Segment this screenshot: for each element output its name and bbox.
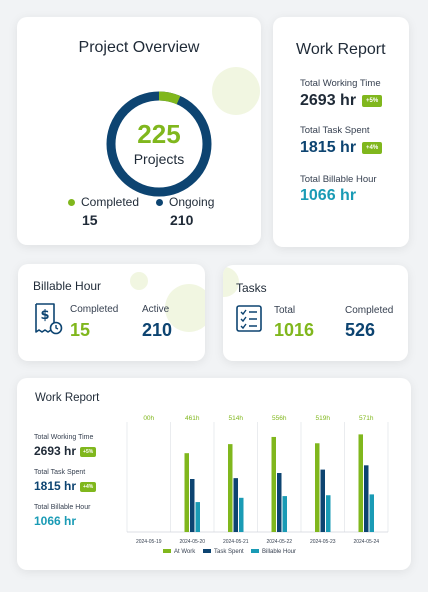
- chart-x-tick-label: 2024-05-24: [353, 539, 379, 545]
- ongoing-value: 210: [170, 212, 194, 228]
- total-billable-hour-value: 1066 hr: [300, 187, 357, 204]
- chart-bar-billable-hour: [239, 497, 244, 532]
- working-time-badge: +5%: [362, 94, 383, 107]
- tasks-completed-label: Completed: [345, 305, 394, 316]
- chart-billable-value: 1066 hr: [34, 514, 77, 528]
- total-working-time-value: 2693 hr +5%: [300, 92, 383, 110]
- chart-bar-at-work: [228, 444, 233, 532]
- chart-bar-task-spent: [364, 465, 369, 532]
- chart-bar-at-work: [271, 436, 276, 532]
- chart-bar-billable-hour: [326, 495, 331, 532]
- projects-total-label: Projects: [133, 151, 185, 167]
- work-report-title: Work Report: [296, 41, 386, 58]
- chart-working-badge: +5%: [80, 446, 97, 457]
- chart-bar-at-work: [358, 434, 363, 532]
- tasks-total-label: Total: [274, 305, 296, 316]
- tasks-completed-value: 526: [345, 320, 376, 340]
- projects-total: 225: [137, 119, 181, 149]
- project-overview-card: Project Overview 225 Projects Completed …: [17, 17, 261, 245]
- decor-circle: [130, 272, 148, 290]
- task-spent-swatch-icon: [203, 549, 211, 554]
- chart-x-tick-label: 2024-05-20: [179, 539, 205, 545]
- billable-active-label: Active: [142, 304, 170, 315]
- completed-value: 15: [82, 212, 98, 228]
- chart-task-badge: +4%: [80, 481, 97, 492]
- at-work-swatch-icon: [163, 549, 171, 554]
- task-spent-badge: +4%: [362, 141, 383, 154]
- chart-bar-task-spent: [320, 469, 325, 532]
- chart-top-label: 461h: [185, 415, 200, 422]
- work-report-chart-card: Work Report Total Working Time 2693 hr +5…: [17, 378, 411, 570]
- billable-completed-label: Completed: [70, 304, 119, 315]
- chart-bar-billable-hour: [195, 502, 200, 532]
- legend-ongoing: Ongoing: [156, 195, 214, 209]
- chart-top-label: 514h: [229, 415, 244, 422]
- total-working-time-label: Total Working Time: [300, 78, 381, 89]
- legend-completed: Completed: [68, 195, 139, 209]
- legend-ongoing-label: Ongoing: [169, 195, 215, 209]
- decor-circle: [165, 284, 205, 332]
- invoice-icon: $: [35, 303, 63, 335]
- donut-completed-arc: [106, 91, 212, 197]
- chart-x-tick-label: 2024-05-22: [266, 539, 292, 545]
- legend-completed-label: Completed: [81, 195, 140, 209]
- tasks-title: Tasks: [236, 281, 267, 295]
- projects-donut-chart: [106, 91, 212, 197]
- chart-top-label: 00h: [143, 415, 154, 422]
- work-report-bar-chart: 00h 2024-05-19 461h 2024-05-20 514h 2024-05-2…: [126, 415, 389, 545]
- billable-active-value: 210: [142, 320, 173, 340]
- chart-bar-at-work: [184, 453, 189, 532]
- donut-center: 225 Projects: [105, 90, 213, 198]
- total-task-spent-label: Total Task Spent: [300, 125, 370, 136]
- chart-x-tick-label: 2024-05-21: [223, 539, 249, 545]
- total-billable-hour-label: Total Billable Hour: [300, 174, 377, 185]
- svg-text:$: $: [40, 308, 49, 323]
- work-report-card: Work Report Total Working Time 2693 hr +5…: [273, 17, 409, 247]
- chart-task-spent-label: Total Task Spent: [34, 469, 86, 476]
- tasks-total-value: 1016: [274, 320, 315, 340]
- chart-working-time-label: Total Working Time: [34, 434, 94, 441]
- billable-hour-swatch-icon: [251, 549, 259, 554]
- chart-working-time-value: 2693 hr +5%: [34, 444, 97, 458]
- billable-hour-title: Billable Hour: [33, 279, 102, 293]
- chart-task-spent-value: 1815 hr +4%: [34, 479, 97, 493]
- chart-bar-task-spent: [277, 473, 282, 532]
- total-task-spent-value: 1815 hr +4%: [300, 139, 383, 157]
- chart-bar-billable-hour: [282, 496, 287, 532]
- checklist-icon: [236, 305, 262, 332]
- chart-top-label: 571h: [359, 415, 374, 422]
- legend-task-spent: Task Spent: [203, 549, 244, 555]
- chart-bar-task-spent: [190, 479, 195, 532]
- chart-bar-billable-hour: [369, 494, 374, 532]
- ongoing-dot-icon: [156, 199, 163, 207]
- chart-bar-task-spent: [233, 478, 238, 532]
- chart-top-label: 556h: [272, 415, 287, 422]
- chart-x-tick-label: 2024-05-19: [136, 539, 162, 545]
- chart-x-tick-label: 2024-05-23: [310, 539, 336, 545]
- legend-at-work: At Work: [163, 549, 195, 555]
- chart-bar-at-work: [315, 443, 320, 532]
- chart-billable-label: Total Billable Hour: [34, 504, 91, 511]
- decor-circle: [223, 267, 239, 297]
- billable-completed-value: 15: [70, 320, 91, 340]
- decor-circle: [212, 67, 260, 115]
- legend-billable-hour: Billable Hour: [251, 549, 296, 555]
- work-report-chart-title: Work Report: [35, 392, 100, 404]
- tasks-card: Tasks Total 1016 Completed 526: [223, 265, 408, 361]
- completed-dot-icon: [68, 199, 75, 207]
- chart-top-label: 519h: [316, 415, 331, 422]
- project-overview-title: Project Overview: [78, 39, 200, 56]
- billable-hour-card: Billable Hour $ Completed 15 Active 210: [18, 264, 205, 361]
